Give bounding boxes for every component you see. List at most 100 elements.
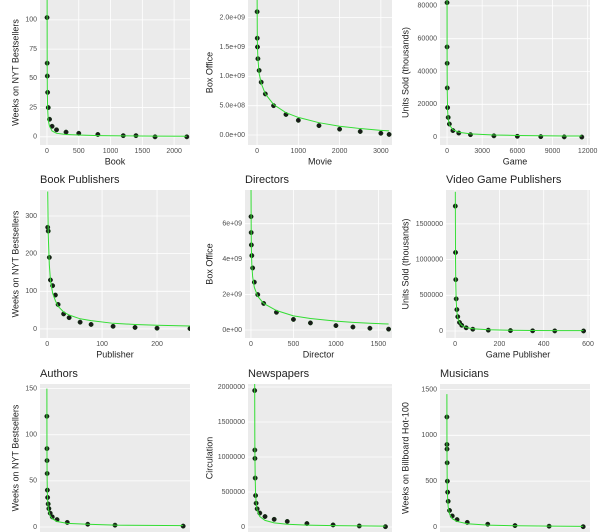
plot-marks bbox=[252, 384, 388, 530]
data-point bbox=[333, 323, 339, 329]
x-axis-title: Publisher bbox=[96, 349, 134, 359]
x-tick-label: 500 bbox=[288, 341, 300, 348]
x-axis-title: Game bbox=[503, 156, 528, 166]
y-tick-label: 0 bbox=[33, 134, 37, 141]
y-tick-label: 500000 bbox=[222, 489, 245, 496]
y-tick-label: 80000 bbox=[418, 3, 438, 10]
data-point bbox=[77, 319, 83, 325]
y-tick-label: 0e+00 bbox=[222, 327, 242, 334]
y-tick-label: 200 bbox=[25, 250, 37, 257]
panel-title: Musicians bbox=[440, 368, 489, 380]
plot-background bbox=[440, 384, 590, 532]
data-point bbox=[316, 123, 322, 129]
data-point bbox=[152, 134, 158, 140]
x-tick-label: 200 bbox=[151, 341, 163, 348]
x-tick-label: 100 bbox=[96, 341, 108, 348]
y-tick-label: 150 bbox=[25, 385, 37, 392]
fit-line bbox=[46, 0, 187, 137]
data-point bbox=[187, 326, 190, 332]
y-axis-title: Units Sold (thousands) bbox=[400, 218, 410, 309]
y-tick-label: 1500000 bbox=[416, 221, 443, 228]
y-tick-label: 2e+09 bbox=[222, 291, 242, 298]
y-tick-label: 500 bbox=[425, 478, 437, 485]
y-axis-title: Weeks on NYT Bestsellers bbox=[10, 210, 20, 317]
x-tick-label: 3000 bbox=[373, 148, 389, 155]
plot-background bbox=[446, 190, 590, 338]
x-tick-label: 1000 bbox=[291, 148, 307, 155]
plot-marks bbox=[444, 394, 586, 530]
y-axis-title: Weeks on Billboard Hot-100 bbox=[400, 402, 410, 514]
y-tick-label: 1000000 bbox=[218, 454, 245, 461]
y-tick-label: 40000 bbox=[418, 68, 438, 75]
y-tick-label: 0 bbox=[33, 524, 37, 531]
data-point bbox=[367, 325, 373, 331]
panel: 0 500000 1000000 1500000 0 200 400 600 Video Gam… bbox=[400, 174, 594, 359]
data-point bbox=[378, 130, 384, 136]
plot-marks bbox=[44, 388, 186, 529]
y-tick-label: 100 bbox=[25, 17, 37, 24]
x-tick-label: 1500 bbox=[135, 148, 151, 155]
data-point bbox=[514, 133, 520, 139]
y-axis-title: Weeks on NYT Bestsellers bbox=[10, 19, 20, 126]
plot-background bbox=[248, 0, 392, 145]
data-point bbox=[538, 134, 544, 140]
y-tick-label: 0 bbox=[241, 524, 245, 531]
x-tick-label: 0 bbox=[45, 341, 49, 348]
panel-title: Directors bbox=[245, 174, 290, 186]
x-tick-label: 0 bbox=[445, 148, 449, 155]
data-point bbox=[561, 134, 567, 140]
data-point bbox=[579, 134, 585, 140]
y-tick-label: 1.0e+09 bbox=[220, 73, 246, 80]
y-tick-label: 0 bbox=[433, 134, 437, 141]
data-point bbox=[45, 105, 51, 111]
x-axis-title: Game Publisher bbox=[486, 349, 551, 359]
x-tick-label: 2000 bbox=[166, 148, 182, 155]
y-tick-label: 20000 bbox=[418, 101, 438, 108]
y-tick-label: 50 bbox=[29, 75, 37, 82]
data-point bbox=[63, 129, 69, 135]
y-tick-label: 1.5e+09 bbox=[220, 44, 246, 51]
data-point bbox=[154, 325, 160, 331]
x-tick-label: 0 bbox=[255, 148, 259, 155]
y-tick-label: 300 bbox=[25, 213, 37, 220]
data-point bbox=[383, 524, 388, 530]
x-tick-label: 6000 bbox=[510, 148, 526, 155]
data-point bbox=[468, 132, 473, 138]
fit-line bbox=[47, 191, 190, 327]
data-point bbox=[491, 133, 497, 139]
x-tick-label: 9000 bbox=[545, 148, 561, 155]
y-axis-title: Weeks on NYT Bestsellers bbox=[10, 404, 20, 511]
y-tick-label: 50 bbox=[29, 478, 37, 485]
y-tick-label: 500000 bbox=[420, 292, 443, 299]
y-tick-label: 0 bbox=[33, 326, 37, 333]
y-tick-label: 2.0e+09 bbox=[220, 14, 246, 21]
x-axis-title: Book bbox=[105, 156, 126, 166]
plot-background bbox=[248, 384, 392, 532]
x-tick-label: 0 bbox=[249, 341, 253, 348]
panel-title: Newspapers bbox=[248, 368, 310, 380]
x-tick-label: 0 bbox=[453, 341, 457, 348]
y-tick-label: 1000000 bbox=[416, 256, 443, 263]
data-point bbox=[357, 129, 363, 134]
y-tick-label: 4e+09 bbox=[222, 256, 242, 263]
data-point bbox=[64, 519, 70, 525]
plot-marks bbox=[44, 0, 190, 140]
y-tick-label: 1500 bbox=[421, 386, 437, 393]
x-tick-label: 200 bbox=[494, 341, 506, 348]
data-point bbox=[66, 315, 72, 321]
fit-line bbox=[46, 388, 184, 527]
fit-line bbox=[250, 190, 389, 325]
x-tick-label: 1500 bbox=[371, 341, 387, 348]
data-point bbox=[132, 325, 138, 330]
fit-line bbox=[454, 191, 584, 332]
y-tick-label: 6e+09 bbox=[222, 221, 242, 228]
x-axis-title: Director bbox=[303, 349, 335, 359]
data-point bbox=[295, 117, 301, 123]
panel-title: Authors bbox=[40, 368, 78, 380]
plot-marks bbox=[45, 191, 190, 332]
y-tick-label: 0.0e+00 bbox=[220, 132, 246, 139]
x-tick-label: 1000 bbox=[328, 341, 344, 348]
